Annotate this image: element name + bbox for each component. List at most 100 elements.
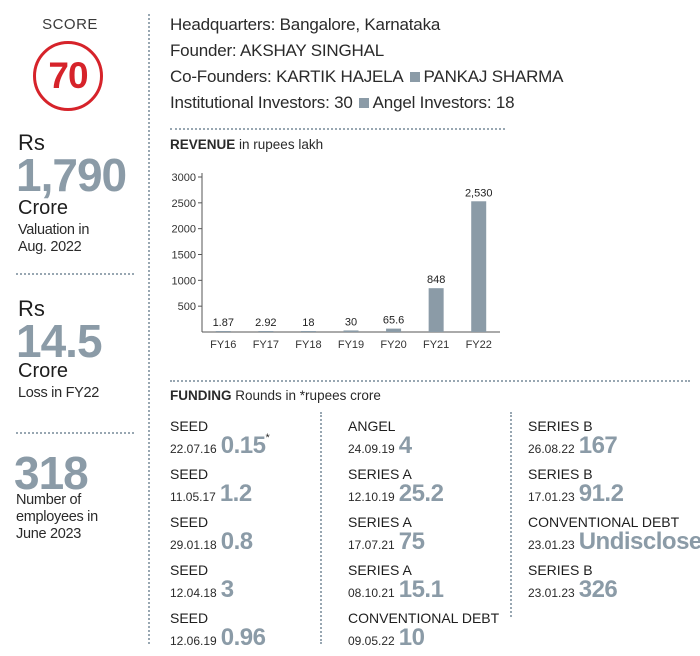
bar-value-label: 1.87: [213, 317, 234, 329]
loss-unit: Crore: [18, 360, 69, 382]
funding-round-date: 12.04.18: [170, 586, 217, 600]
employees-caption: Number of employees in June 2023: [16, 492, 98, 542]
funding-round-amount: 15.1: [398, 576, 444, 603]
funding-title-main: FUNDING: [170, 388, 232, 403]
y-tick-label: 500: [178, 301, 196, 313]
left-divider-1: [16, 273, 134, 275]
funding-round-date: 12.06.19: [170, 634, 217, 648]
funding-round-type: CONVENTIONAL DEBT: [348, 610, 500, 626]
y-tick-label: 1000: [172, 275, 196, 287]
funding-round-amount: 4: [398, 432, 412, 459]
revenue-subtitle: in rupees lakh: [239, 137, 324, 152]
valuation-currency: Rs: [18, 130, 45, 155]
valuation-unit: Crore: [18, 197, 69, 219]
founder-line: Founder: AKSHAY SINGHAL: [170, 41, 384, 61]
funding-round-date: 26.08.22: [528, 442, 575, 456]
x-tick-label: FY16: [210, 339, 236, 351]
cofounder-1: KARTIK HAJELA: [276, 67, 404, 86]
x-tick-label: FY20: [380, 339, 406, 351]
bar: [215, 331, 231, 332]
footnote-star: *: [265, 432, 270, 444]
funding-round-date: 17.01.23: [528, 490, 575, 504]
funding-round-detail: 29.01.18 0.8: [170, 528, 253, 556]
funding-round-detail: 23.01.23Undisclosed: [528, 528, 700, 556]
funding-round-type: SERIES B: [528, 562, 593, 578]
x-tick-label: FY19: [338, 339, 364, 351]
bullet-square-icon: [358, 98, 369, 108]
funding-round-amount: 25.2: [398, 480, 444, 507]
funding-round-date: 23.01.23: [528, 538, 575, 552]
institutional-value: 30: [334, 93, 353, 112]
funding-round-detail: 24.09.19 4: [348, 432, 412, 460]
funding-round-amount: 75: [398, 528, 425, 555]
funding-round-amount: 167: [578, 432, 618, 459]
funding-round-detail: 11.05.17 1.2: [170, 480, 252, 508]
x-tick-label: FY18: [295, 339, 321, 351]
bar: [386, 328, 402, 332]
valuation-caption: Valuation in Aug. 2022: [18, 222, 90, 255]
funding-round-type: SEED: [170, 514, 209, 530]
funding-round-type: SEED: [170, 562, 209, 578]
funding-round-detail: 12.04.18 3: [170, 576, 234, 604]
angel-label: Angel Investors:: [372, 93, 492, 112]
funding-round-type: SERIES A: [348, 514, 412, 530]
funding-round-date: 29.01.18: [170, 538, 217, 552]
funding-round-amount: 0.8: [220, 528, 253, 555]
cofounders-label: Co-Founders:: [170, 67, 272, 86]
info-divider: [170, 128, 505, 130]
loss-caption: Loss in FY22: [18, 385, 100, 401]
bar: [471, 201, 487, 332]
funding-round-date: 12.10.19: [348, 490, 395, 504]
loss-currency: Rs: [18, 296, 45, 321]
funding-subtitle: Rounds in *rupees crore: [235, 388, 381, 403]
institutional-label: Institutional Investors:: [170, 93, 330, 112]
funding-round-type: SERIES B: [528, 418, 593, 434]
funding-round-date: 22.07.16: [170, 442, 217, 456]
chart-divider: [170, 380, 690, 382]
funding-round-type: SERIES A: [348, 562, 412, 578]
y-tick-label: 2500: [172, 198, 196, 210]
revenue-title-main: REVENUE: [170, 137, 236, 152]
funding-round-detail: 09.05.22 10: [348, 624, 425, 652]
bullet-square-icon: [409, 72, 420, 82]
investors-line: Institutional Investors: 30 Angel Investo…: [170, 93, 515, 113]
funding-round-detail: 12.10.19 25.2: [348, 480, 444, 508]
y-tick-label: 1500: [172, 250, 196, 262]
funding-round-detail: 08.10.21 15.1: [348, 576, 444, 604]
funding-round-amount: 326: [578, 576, 618, 603]
founder-value: AKSHAY SINGHAL: [240, 41, 385, 60]
bar-value-label: 65.6: [383, 315, 404, 327]
x-tick-label: FY22: [466, 339, 492, 351]
funding-round-amount: 91.2: [578, 480, 624, 507]
left-divider-2: [16, 432, 134, 434]
bar-value-label: 2.92: [255, 317, 276, 329]
funding-title: FUNDING Rounds in *rupees crore: [170, 388, 381, 403]
bar-value-label: 848: [427, 274, 445, 286]
bar: [428, 288, 444, 332]
y-tick-label: 2000: [172, 224, 196, 236]
funding-round-amount: 10: [398, 624, 425, 651]
score-value: 70: [48, 55, 88, 96]
cofounders-line: Co-Founders: KARTIK HAJELA PANKAJ SHARMA: [170, 67, 563, 87]
funding-round-type: SERIES A: [348, 466, 412, 482]
bar-value-label: 30: [345, 316, 357, 328]
funding-round-amount: 3: [220, 576, 234, 603]
bar-value-label: 18: [302, 317, 314, 329]
funding-round-detail: 17.01.23 91.2: [528, 480, 624, 508]
funding-round-detail: 12.06.19 0.96: [170, 624, 266, 652]
funding-round-type: CONVENTIONAL DEBT: [528, 514, 680, 530]
funding-divider-2: [510, 412, 512, 617]
funding-round-date: 11.05.17: [170, 490, 216, 504]
cofounder-2: PANKAJ SHARMA: [423, 67, 564, 86]
funding-round-detail: 23.01.23 326: [528, 576, 618, 604]
funding-round-type: SEED: [170, 466, 209, 482]
funding-round-amount: 0.96: [220, 624, 266, 651]
funding-round-detail: 17.07.21 75: [348, 528, 425, 556]
revenue-title: REVENUE in rupees lakh: [170, 137, 323, 152]
funding-round-type: SEED: [170, 610, 209, 626]
x-tick-label: FY17: [253, 339, 279, 351]
bar-value-label: 2,530: [465, 187, 493, 199]
funding-round-type: SERIES B: [528, 466, 593, 482]
x-tick-label: FY21: [423, 339, 449, 351]
funding-round-date: 09.05.22: [348, 634, 395, 648]
